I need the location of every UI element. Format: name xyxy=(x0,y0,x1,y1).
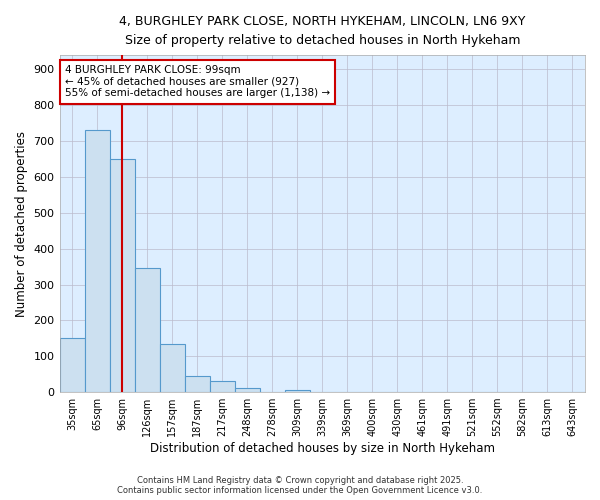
Bar xyxy=(185,376,209,392)
Title: 4, BURGHLEY PARK CLOSE, NORTH HYKEHAM, LINCOLN, LN6 9XY
Size of property relativ: 4, BURGHLEY PARK CLOSE, NORTH HYKEHAM, L… xyxy=(119,15,526,47)
Bar xyxy=(110,159,134,392)
Text: Contains HM Land Registry data © Crown copyright and database right 2025.
Contai: Contains HM Land Registry data © Crown c… xyxy=(118,476,482,495)
Bar xyxy=(285,390,310,392)
X-axis label: Distribution of detached houses by size in North Hykeham: Distribution of detached houses by size … xyxy=(150,442,495,455)
Y-axis label: Number of detached properties: Number of detached properties xyxy=(15,130,28,316)
Bar xyxy=(85,130,110,392)
Bar xyxy=(134,268,160,392)
Bar xyxy=(235,388,260,392)
Bar xyxy=(59,338,85,392)
Text: 4 BURGHLEY PARK CLOSE: 99sqm
← 45% of detached houses are smaller (927)
55% of s: 4 BURGHLEY PARK CLOSE: 99sqm ← 45% of de… xyxy=(65,65,330,98)
Bar xyxy=(209,382,235,392)
Bar xyxy=(160,344,185,392)
